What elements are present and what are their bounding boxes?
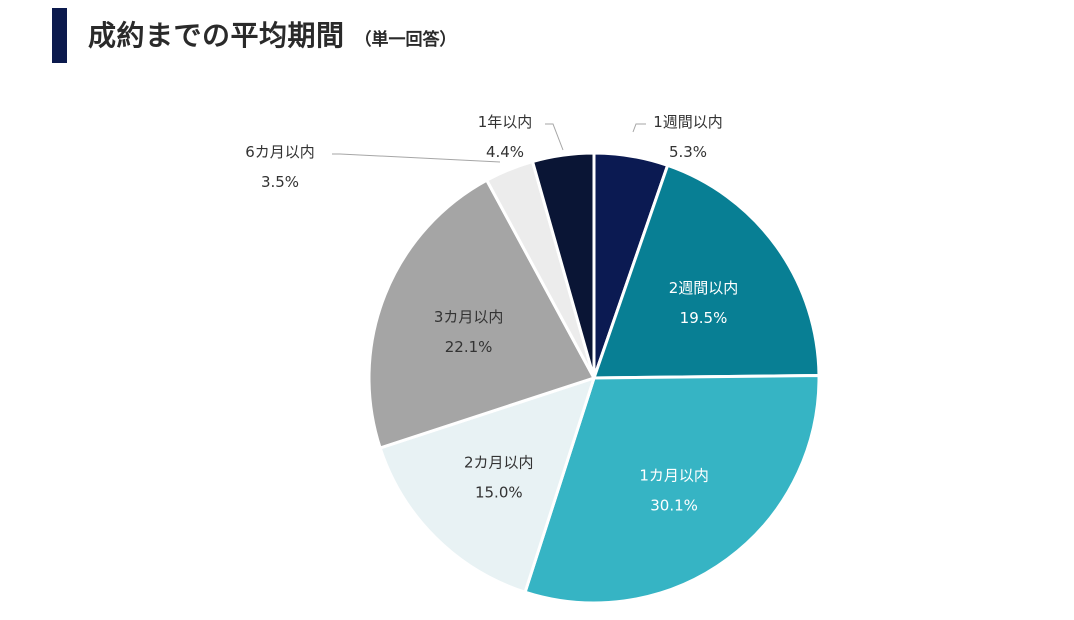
slice-value-5: 22.1% — [445, 338, 493, 356]
pie-slice-2 — [592, 163, 821, 380]
slice-label-7: 1年以内 — [478, 113, 533, 131]
leader-line-7 — [545, 123, 564, 151]
title-accent-bar — [52, 8, 67, 63]
slice-label-6: 6カ月以内 — [245, 143, 315, 161]
pie-slices — [367, 151, 821, 605]
pie-slice-3 — [523, 374, 821, 605]
slice-value-6: 3.5% — [261, 173, 299, 191]
title-subtitle: （単一回答） — [354, 30, 457, 50]
slice-label-1: 1週間以内 — [653, 113, 723, 131]
slice-value-3: 30.1% — [650, 497, 698, 515]
slice-value-1: 5.3% — [669, 143, 707, 161]
pie-slice-5 — [367, 178, 596, 450]
leader-lines — [332, 123, 646, 163]
slice-label-4: 2カ月以内 — [464, 454, 534, 472]
slice-labels: 1週間以内 5.3% 2週間以内 19.5% 1カ月以内 30.1% 2カ月以内 15.0% 3… — [245, 113, 738, 515]
slice-value-7: 4.4% — [486, 143, 524, 161]
chart-title: 成約までの平均期間 （単一回答） — [88, 14, 457, 54]
slice-value-4: 15.0% — [475, 484, 523, 502]
pie-slice-7 — [531, 151, 596, 380]
slice-label-2: 2週間以内 — [669, 279, 739, 297]
leader-line-1 — [632, 123, 646, 133]
slice-label-3: 1カ月以内 — [639, 467, 709, 485]
leader-line-6 — [332, 153, 501, 163]
slice-label-5: 3カ月以内 — [434, 308, 504, 326]
title-main: 成約までの平均期間 — [88, 19, 345, 52]
slice-value-2: 19.5% — [680, 309, 728, 327]
